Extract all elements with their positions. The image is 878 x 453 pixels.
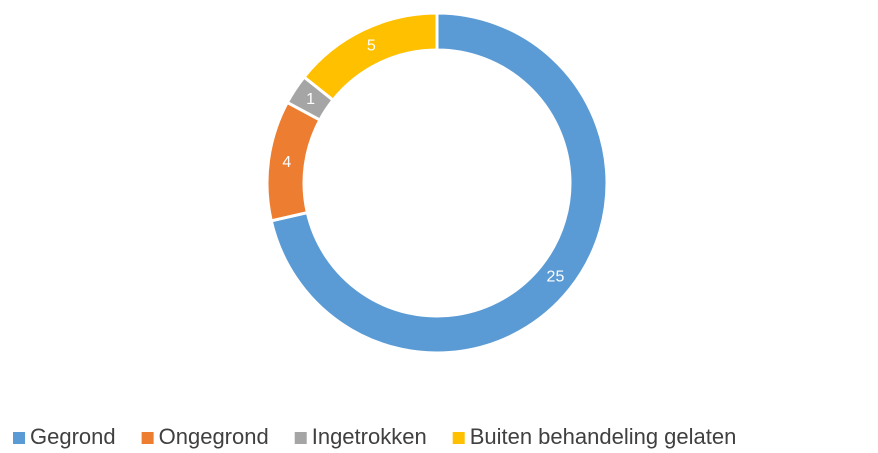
data-label: 1 — [306, 91, 315, 108]
data-label: 5 — [367, 38, 376, 55]
legend-swatch — [452, 432, 465, 444]
donut-segment — [269, 11, 609, 355]
donut-segment — [301, 11, 439, 103]
legend-swatch — [13, 432, 25, 444]
data-label: 25 — [547, 269, 565, 286]
legend-swatch — [294, 432, 307, 444]
legend-label: Ongegrond — [159, 424, 269, 449]
legend-label: Buiten behandeling gelaten — [470, 424, 737, 449]
legend-swatch — [141, 432, 154, 444]
donut-segment — [265, 100, 322, 223]
legend-label: Gegrond — [30, 424, 116, 449]
legend-label: Ingetrokken — [312, 424, 427, 449]
data-label: 4 — [282, 154, 291, 171]
